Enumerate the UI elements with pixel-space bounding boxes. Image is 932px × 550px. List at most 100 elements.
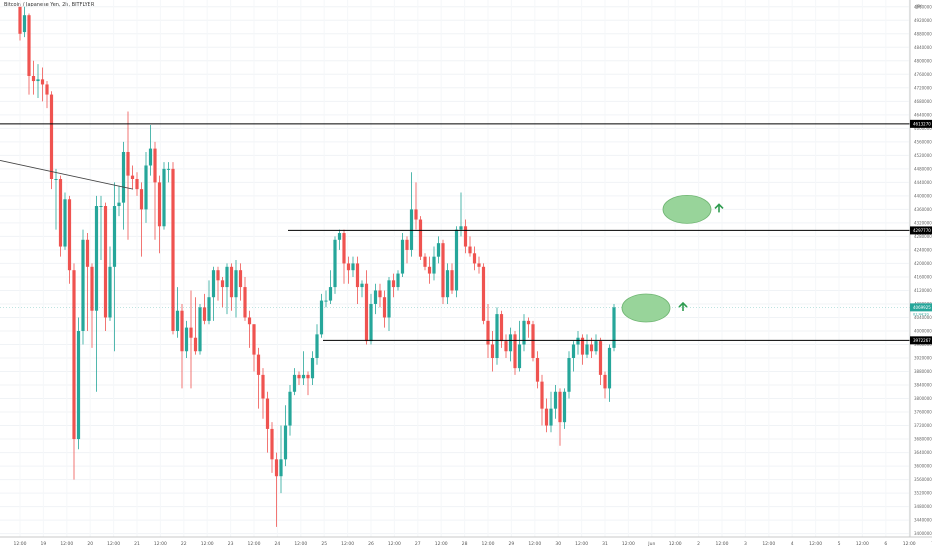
price-tick-label: 3440000: [914, 518, 932, 523]
price-tick-label: 3920000: [914, 356, 932, 361]
candle-body: [144, 165, 148, 210]
candle-body: [432, 256, 436, 274]
candle-body: [517, 344, 522, 369]
candle-body: [553, 391, 558, 409]
candle-body: [175, 310, 180, 331]
candle-body: [238, 270, 243, 288]
ellipse-annotation: [621, 293, 671, 323]
candle-body: [477, 263, 481, 267]
candle-body: [198, 307, 202, 352]
price-tick-label: 4200000: [914, 261, 932, 266]
price-tick-label: 4920000: [914, 18, 932, 23]
candle-body: [396, 273, 400, 288]
candle-body: [459, 226, 463, 230]
candle-body: [369, 303, 373, 342]
candle-body: [450, 270, 454, 291]
price-tick-label: 3560000: [914, 477, 932, 482]
price-marker-bg: [910, 336, 932, 345]
price-tick-label: 4160000: [914, 274, 932, 279]
time-tick-label: 12:00: [762, 541, 775, 547]
candle-body: [180, 310, 184, 352]
candle-body: [333, 239, 337, 288]
currency-label: JPY: [915, 4, 923, 9]
candle-body: [540, 381, 544, 409]
candle-body: [360, 283, 364, 288]
price-tick-label: 4960000: [914, 4, 932, 9]
candle-body: [81, 239, 85, 331]
candle-body: [49, 94, 54, 179]
candle-body: [481, 266, 486, 321]
candle-body: [315, 334, 319, 358]
candle-body: [130, 175, 135, 179]
candle-body: [486, 320, 490, 345]
price-tick-label: 4720000: [914, 85, 932, 90]
candle-body: [121, 151, 126, 203]
candle-body: [391, 280, 396, 288]
candle-body: [189, 327, 193, 338]
candle-body: [27, 15, 31, 76]
time-tick-label: 12:00: [575, 541, 588, 547]
price-tick-label: 4800000: [914, 58, 932, 63]
candle-body: [324, 300, 328, 302]
candle-body: [72, 270, 76, 440]
time-tick-label: 12:00: [107, 541, 120, 547]
candle-body: [202, 307, 207, 321]
price-tick-label: 4120000: [914, 288, 932, 293]
candle-body: [126, 151, 130, 176]
time-tick-label: 28: [462, 541, 468, 547]
candle-body: [283, 425, 288, 460]
time-tick-label: 12:00: [60, 541, 73, 547]
time-axis: 12:00 19 12:00 20 12:00 21 12:00 22 12:00 23 12:00…: [0, 536, 932, 547]
candle-body: [594, 341, 598, 352]
candle-body: [436, 243, 441, 257]
price-tick-label: 4440000: [914, 180, 932, 185]
price-tick-label: 4680000: [914, 99, 932, 104]
candles: [18, 6, 616, 527]
candle-body: [270, 428, 274, 460]
candle-body: [193, 337, 198, 352]
candle-body: [40, 79, 45, 85]
time-tick-label: 29: [509, 541, 515, 547]
price-marker-label: 4297770: [913, 228, 931, 233]
candle-body: [607, 347, 612, 389]
candle-body: [598, 341, 603, 375]
price-tick-label: 4320000: [914, 220, 932, 225]
candle-body: [319, 300, 324, 335]
time-tick-label: 12:00: [622, 541, 635, 547]
candle-body: [171, 168, 175, 331]
time-tick-label: 12:00: [903, 541, 916, 547]
price-tick-label: 3720000: [914, 423, 932, 428]
candle-body: [355, 263, 360, 288]
price-tick-label: 4280000: [914, 234, 932, 239]
chart-title: Bitcoin / Japanese Yen, 2h, BITFLYER: [4, 2, 95, 8]
time-tick-label: 2: [697, 541, 700, 547]
candle-body: [405, 239, 409, 250]
countdown-label: 01:44:20: [913, 312, 929, 316]
price-tick-label: 3400000: [914, 531, 932, 536]
candle-body: [310, 358, 315, 379]
candle-body: [54, 179, 58, 180]
candle-body: [454, 229, 459, 291]
candle-body: [234, 270, 238, 298]
candle-body: [508, 334, 513, 352]
price-tick-label: 4640000: [914, 112, 932, 117]
candle-body: [558, 391, 562, 423]
candle-body: [252, 324, 256, 355]
candle-body: [220, 280, 225, 288]
time-tick-label: 5: [838, 541, 841, 547]
candle-body: [549, 408, 553, 426]
price-tick-label: 3600000: [914, 464, 932, 469]
time-tick-label: 12:00: [14, 541, 27, 547]
time-tick-label: 19: [41, 541, 47, 547]
price-tick-label: 4040000: [914, 315, 932, 320]
time-tick-label: 12:00: [856, 541, 869, 547]
candle-body: [90, 266, 94, 311]
price-marker-bg: [910, 119, 932, 128]
price-tick-label: 3800000: [914, 396, 932, 401]
price-tick-label: 4840000: [914, 45, 932, 50]
candle-body: [427, 266, 432, 274]
time-tick-label: 31: [602, 541, 608, 547]
candle-body: [301, 374, 306, 379]
candle-body: [373, 290, 378, 304]
